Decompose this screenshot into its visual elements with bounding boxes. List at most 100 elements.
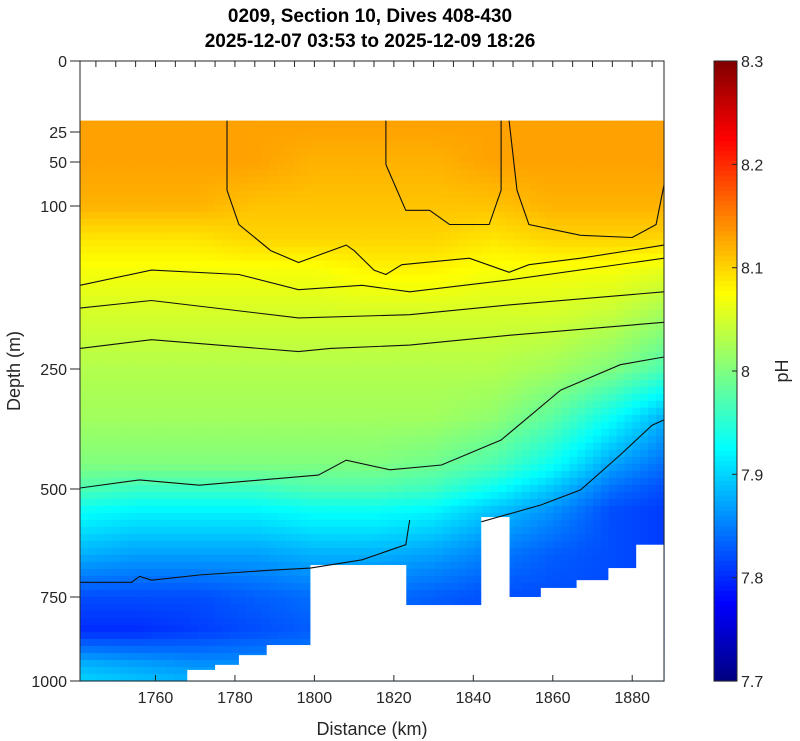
heatmap-cell xyxy=(166,379,176,388)
heatmap-cell xyxy=(237,162,247,171)
heatmap-cell xyxy=(143,491,152,500)
heatmap-cell xyxy=(158,323,168,332)
heatmap-cell xyxy=(332,239,341,248)
heatmap-cell xyxy=(419,449,428,458)
heatmap-cell xyxy=(127,211,136,220)
heatmap-cell xyxy=(95,554,105,563)
heatmap-cell xyxy=(174,407,184,416)
heatmap-cell xyxy=(466,232,476,241)
heatmap-cell xyxy=(403,134,413,143)
heatmap-cell xyxy=(521,386,531,395)
heatmap-cell xyxy=(111,239,121,248)
heatmap-cell xyxy=(229,169,239,178)
heatmap-cell xyxy=(482,127,491,136)
heatmap-cell xyxy=(458,575,468,584)
heatmap-cell xyxy=(379,358,389,367)
heatmap-cell xyxy=(435,470,444,479)
heatmap-cell xyxy=(87,526,97,535)
heatmap-cell xyxy=(545,449,555,458)
heatmap-cell xyxy=(229,660,239,668)
heatmap-cell xyxy=(450,309,460,318)
heatmap-cell xyxy=(561,197,570,206)
heatmap-cell xyxy=(490,316,499,325)
heatmap-cell xyxy=(514,253,523,262)
heatmap-cell xyxy=(182,533,192,542)
heatmap-cell xyxy=(158,344,168,353)
heatmap-cell xyxy=(387,428,397,437)
heatmap-cell xyxy=(214,477,223,486)
heatmap-cell xyxy=(253,533,263,542)
heatmap-cell xyxy=(151,561,160,570)
heatmap-cell xyxy=(364,330,373,339)
heatmap-cell xyxy=(545,302,555,311)
heatmap-cell xyxy=(529,162,539,171)
heatmap-cell xyxy=(348,176,357,185)
heatmap-cell xyxy=(498,365,507,374)
heatmap-cell xyxy=(506,393,515,402)
heatmap-cell xyxy=(545,372,555,381)
heatmap-cell xyxy=(529,421,539,430)
heatmap-cell xyxy=(103,211,113,220)
heatmap-cell xyxy=(261,393,270,402)
heatmap-cell xyxy=(379,316,389,325)
heatmap-cell xyxy=(372,148,381,157)
heatmap-cell xyxy=(569,337,578,346)
heatmap-cell xyxy=(198,533,207,542)
heatmap-cell xyxy=(301,400,310,409)
heatmap-cell xyxy=(301,358,310,367)
heatmap-cell xyxy=(466,372,476,381)
heatmap-cell xyxy=(474,386,484,395)
heatmap-cell xyxy=(537,232,547,241)
heatmap-cell xyxy=(553,519,562,528)
heatmap-cell xyxy=(411,134,420,143)
heatmap-cell xyxy=(356,141,365,150)
heatmap-cell xyxy=(419,197,428,206)
heatmap-cell xyxy=(143,449,152,458)
heatmap-cell xyxy=(190,407,199,416)
heatmap-cell xyxy=(151,632,160,640)
heatmap-cell xyxy=(166,358,176,367)
heatmap-cell xyxy=(474,421,484,430)
heatmap-cell xyxy=(435,505,444,514)
heatmap-cell xyxy=(119,148,128,157)
heatmap-cell xyxy=(387,295,397,304)
heatmap-cell xyxy=(135,421,144,430)
heatmap-cell xyxy=(324,372,334,381)
heatmap-cell xyxy=(356,176,365,185)
heatmap-cell xyxy=(269,183,278,192)
heatmap-cell xyxy=(545,344,555,353)
heatmap-cell xyxy=(261,358,270,367)
heatmap-cell xyxy=(553,169,562,178)
heatmap-cell xyxy=(198,162,207,171)
heatmap-cell xyxy=(553,337,562,346)
heatmap-cell xyxy=(372,134,381,143)
heatmap-cell xyxy=(111,463,121,472)
heatmap-cell xyxy=(182,512,192,521)
heatmap-cell xyxy=(127,253,136,262)
heatmap-cell xyxy=(537,344,547,353)
heatmap-cell xyxy=(561,554,570,563)
heatmap-cell xyxy=(482,232,491,241)
heatmap-cell xyxy=(95,365,105,374)
heatmap-cell xyxy=(537,288,547,297)
heatmap-cell xyxy=(372,176,381,185)
heatmap-cell xyxy=(87,232,97,241)
heatmap-cell xyxy=(419,190,428,199)
heatmap-cell xyxy=(537,414,547,423)
heatmap-cell xyxy=(245,211,255,220)
heatmap-cell xyxy=(537,218,547,227)
heatmap-cell xyxy=(190,239,199,248)
heatmap-cell xyxy=(561,428,570,437)
heatmap-cell xyxy=(103,526,113,535)
heatmap-cell xyxy=(435,281,444,290)
heatmap-cell xyxy=(379,148,389,157)
heatmap-cell xyxy=(395,386,405,395)
heatmap-cell xyxy=(214,239,223,248)
heatmap-cell xyxy=(411,218,420,227)
heatmap-cell xyxy=(237,211,247,220)
heatmap-cell xyxy=(529,470,539,479)
heatmap-cell xyxy=(561,162,570,171)
heatmap-cell xyxy=(261,351,270,360)
heatmap-cell xyxy=(237,449,247,458)
heatmap-cell xyxy=(285,604,294,612)
